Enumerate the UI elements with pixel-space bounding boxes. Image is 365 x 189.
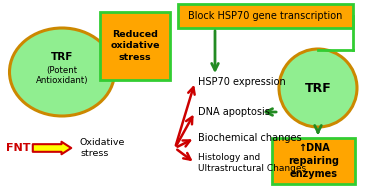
Text: ↑DNA
repairing
enzymes: ↑DNA repairing enzymes	[288, 143, 339, 179]
FancyBboxPatch shape	[178, 4, 353, 28]
Text: TRF: TRF	[51, 52, 73, 62]
FancyBboxPatch shape	[100, 12, 170, 80]
Text: Oxidative
stress: Oxidative stress	[80, 138, 125, 158]
Text: Biochemical changes: Biochemical changes	[198, 133, 301, 143]
Text: DNA apoptosis: DNA apoptosis	[198, 107, 270, 117]
Text: Antioxidant): Antioxidant)	[36, 77, 88, 85]
Text: Histology and
Ultrastructural Changes: Histology and Ultrastructural Changes	[198, 153, 306, 173]
Text: TRF: TRF	[305, 81, 331, 94]
Text: (Potent: (Potent	[46, 66, 77, 74]
FancyArrowPatch shape	[33, 142, 71, 154]
Ellipse shape	[279, 49, 357, 127]
Text: Reduced
oxidative
stress: Reduced oxidative stress	[110, 30, 160, 62]
Text: Block HSP70 gene transcription: Block HSP70 gene transcription	[188, 11, 343, 21]
FancyBboxPatch shape	[272, 138, 355, 184]
Text: FNT: FNT	[6, 143, 31, 153]
Text: HSP70 expression: HSP70 expression	[198, 77, 286, 87]
Ellipse shape	[9, 28, 115, 116]
